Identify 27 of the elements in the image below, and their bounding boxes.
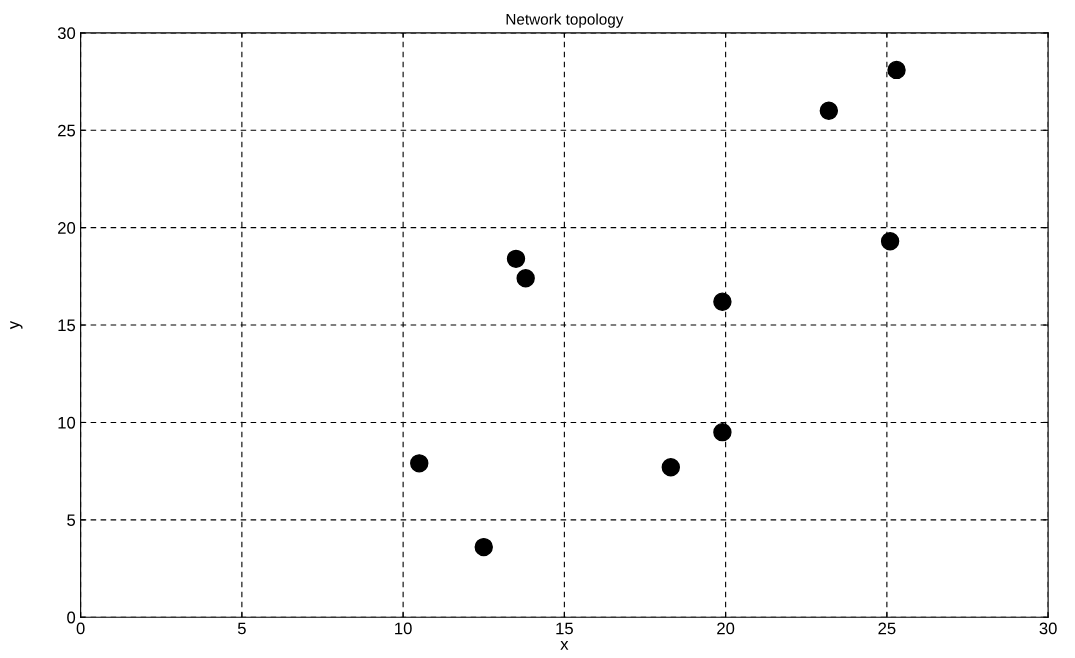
x-tick-label: 0 xyxy=(76,622,85,635)
y-tick-label: 30 xyxy=(57,27,76,40)
point xyxy=(880,232,900,251)
point xyxy=(713,292,732,311)
point xyxy=(506,249,526,269)
x-tick-label: 5 xyxy=(237,622,246,635)
point xyxy=(410,454,429,473)
y-tick-label: 20 xyxy=(58,222,76,234)
chart-title: Network topology xyxy=(506,13,624,28)
x-tick-label: 15 xyxy=(556,622,573,635)
y-tick-label: 0 xyxy=(67,611,76,624)
x-tick-label: 20 xyxy=(717,622,735,635)
point xyxy=(661,458,681,477)
x-tick-label: 25 xyxy=(878,622,896,635)
point xyxy=(819,101,839,121)
point xyxy=(887,60,906,80)
y-tick-label: 10 xyxy=(58,416,76,429)
point xyxy=(474,537,493,557)
x-tick-label: 10 xyxy=(395,622,412,635)
point xyxy=(713,422,732,442)
point xyxy=(516,269,535,288)
y-tick-label: 5 xyxy=(67,514,76,527)
y-tick-label: 25 xyxy=(58,124,76,137)
x-tick-label: 30 xyxy=(1039,622,1057,635)
y-tick-label: 15 xyxy=(58,319,76,332)
y-axis-title: y xyxy=(10,320,23,330)
x-axis-title: x xyxy=(560,640,569,650)
